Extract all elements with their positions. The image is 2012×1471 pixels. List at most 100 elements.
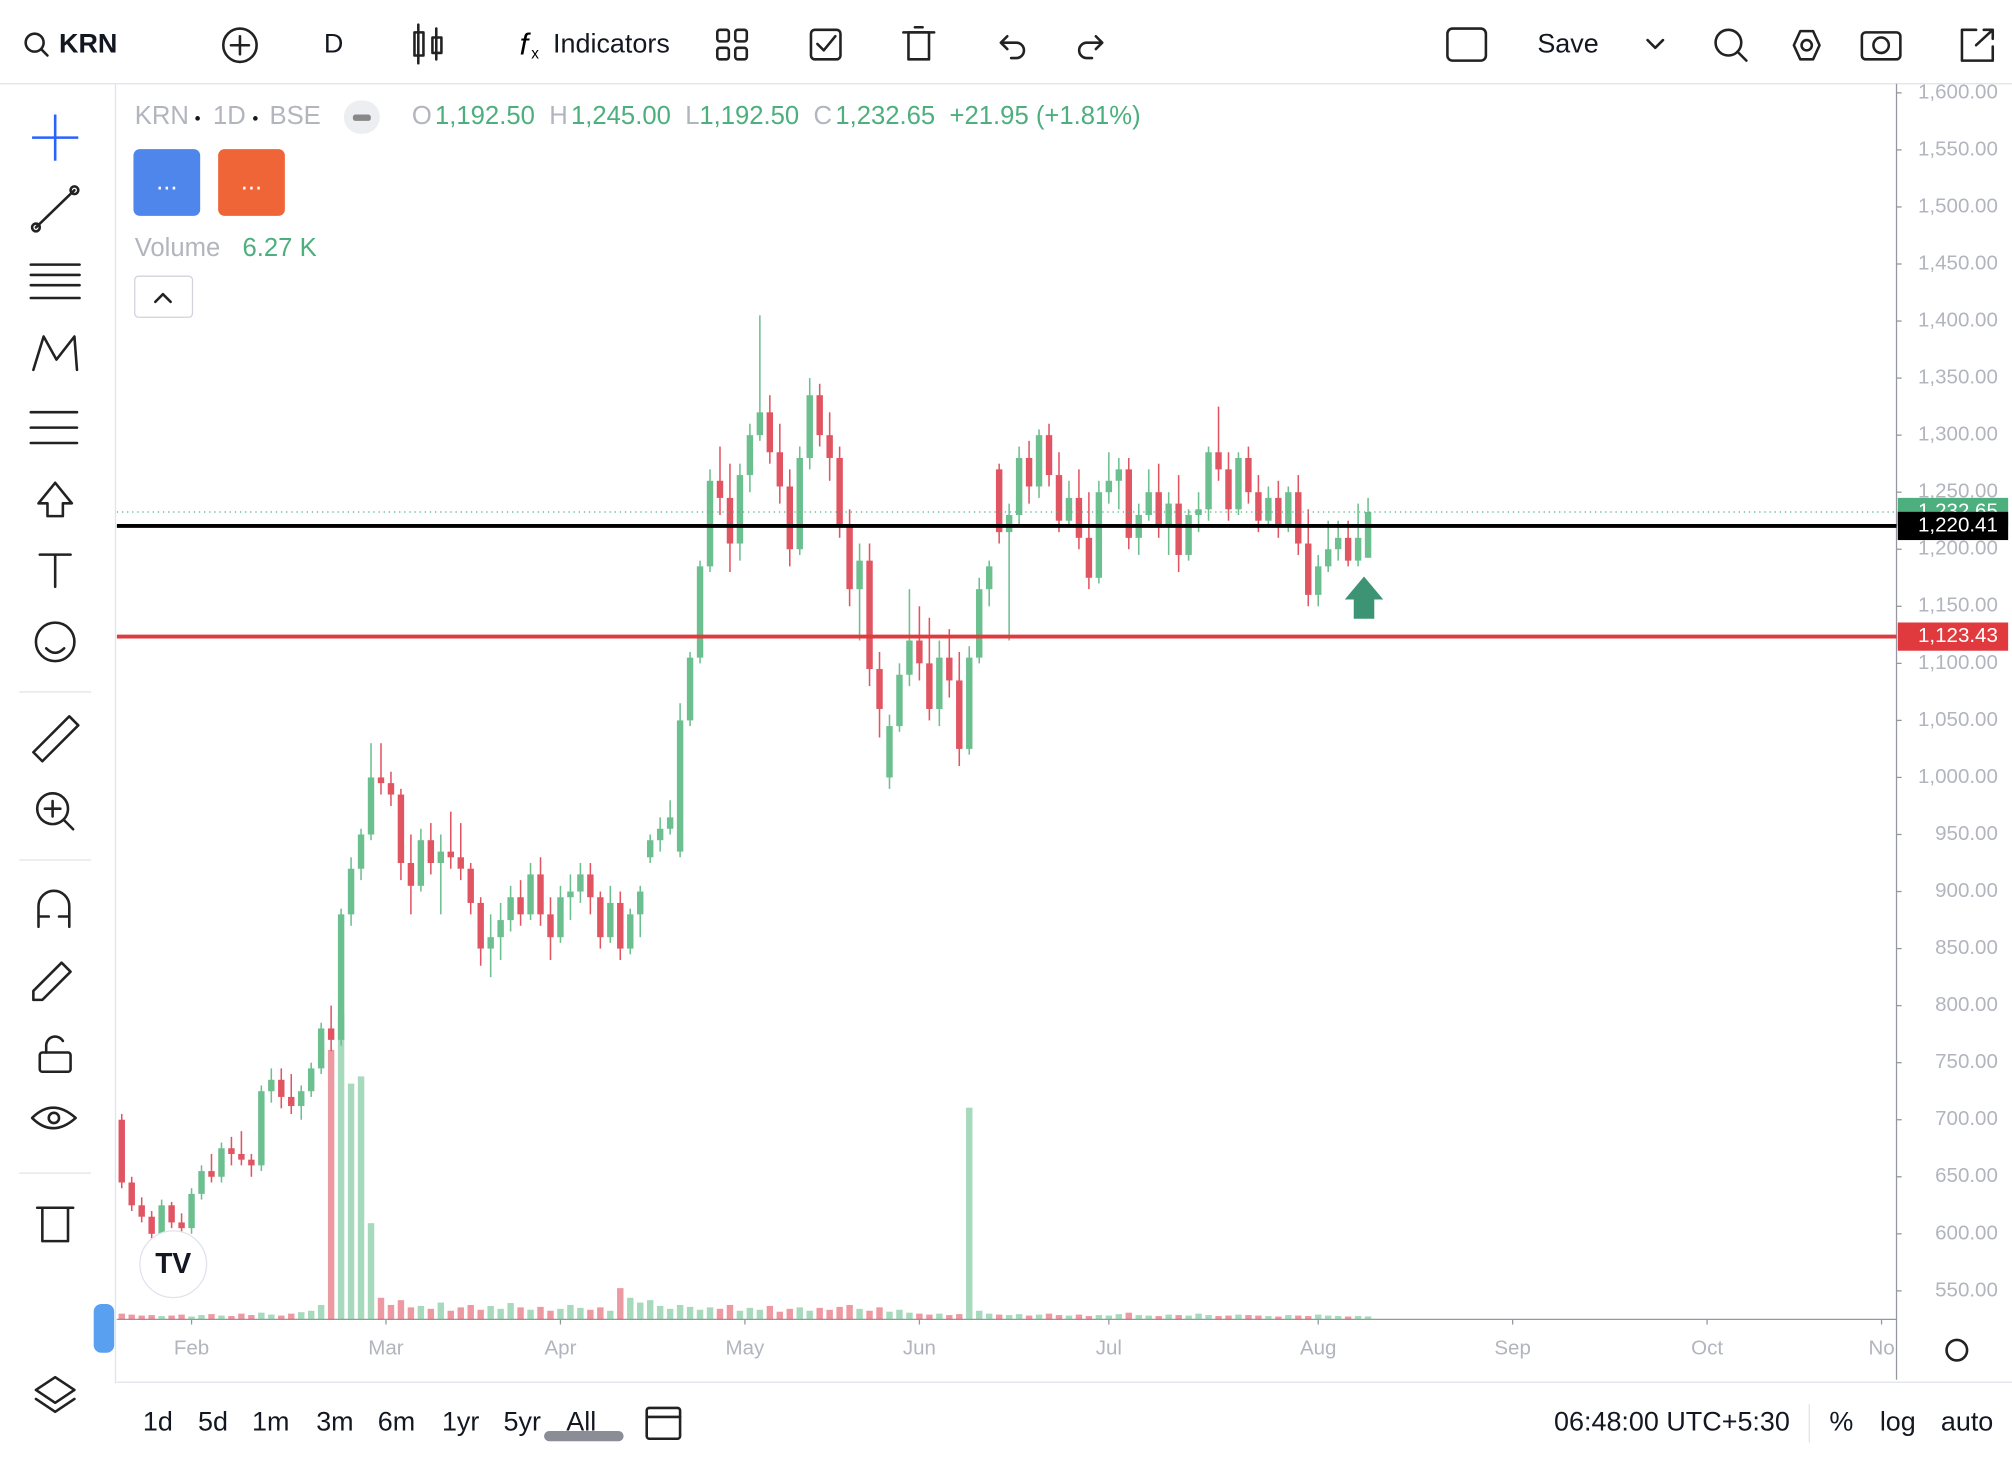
range-button[interactable]: 3m — [316, 1406, 353, 1436]
candle-body — [607, 902, 614, 938]
y-tick-label: 700.00 — [1935, 1107, 1998, 1130]
range-button[interactable]: 5yr — [504, 1406, 541, 1436]
volume-bar — [1285, 1315, 1292, 1320]
change: +21.95 (+1.81%) — [950, 102, 1141, 130]
price-badge — [1897, 622, 2009, 651]
quick-search[interactable] — [1714, 28, 1743, 57]
volume-bar — [1085, 1316, 1093, 1320]
pattern-tool[interactable] — [32, 335, 79, 372]
x-tick-label: Feb — [174, 1336, 209, 1359]
auto-toggle[interactable]: auto — [1941, 1406, 1993, 1436]
candle-body — [766, 412, 774, 453]
indicator-button[interactable] — [218, 149, 285, 216]
candle-body — [1115, 469, 1123, 481]
volume-bar — [557, 1308, 564, 1320]
indicator-button[interactable] — [133, 149, 201, 216]
indicator-button-label[interactable]: ... — [241, 167, 262, 195]
scrollbar[interactable] — [544, 1431, 624, 1442]
ruler-tool[interactable] — [32, 715, 80, 763]
candle-body — [417, 840, 425, 886]
settings[interactable] — [1792, 29, 1821, 61]
candle-body — [736, 475, 744, 544]
fx-sub: x — [531, 45, 539, 62]
legend-interval: 1D — [213, 102, 246, 130]
volume-bar — [1275, 1316, 1282, 1320]
ohlc-key: H — [549, 102, 568, 130]
x-tick-label: Mar — [368, 1336, 403, 1359]
search-icon[interactable] — [24, 32, 45, 53]
arrow-tool[interactable] — [37, 481, 74, 518]
chart-type-icon[interactable] — [413, 23, 443, 65]
range-button[interactable]: 1m — [252, 1406, 289, 1436]
volume-bar — [1175, 1315, 1182, 1320]
candle-body — [1245, 457, 1252, 493]
volume-bar — [158, 1316, 165, 1320]
hide-tool[interactable] — [30, 1106, 77, 1130]
indicator-button-label[interactable]: ... — [156, 167, 177, 195]
indicators-button[interactable]: Indicators — [553, 28, 670, 58]
candle-body — [976, 589, 983, 658]
save-button[interactable]: Save — [1537, 28, 1598, 58]
percent-toggle[interactable]: % — [1829, 1406, 1853, 1436]
candle-body — [1265, 497, 1272, 521]
x-tick-label: Jun — [903, 1336, 936, 1359]
volume-bar — [886, 1311, 893, 1320]
undo[interactable] — [999, 34, 1026, 60]
alert-icon[interactable] — [809, 28, 842, 61]
volume-bar — [577, 1307, 584, 1320]
volume-bar — [716, 1308, 724, 1320]
candle-body — [1235, 457, 1242, 510]
object-tree[interactable] — [34, 1375, 76, 1414]
volume-bar — [756, 1309, 764, 1320]
collapse-legend[interactable] — [134, 275, 194, 318]
snapshot[interactable] — [1860, 31, 1902, 61]
fx-icon[interactable]: f — [520, 27, 532, 62]
collapse-handle[interactable] — [93, 1304, 115, 1353]
y-tick-label: 1,150.00 — [1918, 594, 1998, 617]
goto-date[interactable] — [645, 1406, 682, 1441]
fib-tool[interactable] — [29, 263, 81, 300]
range-button[interactable]: 5d — [198, 1406, 228, 1436]
volume-bar — [966, 1107, 973, 1320]
trash-icon[interactable] — [902, 25, 936, 61]
volume-bar — [337, 1013, 345, 1320]
symbol[interactable]: KRN — [59, 28, 117, 58]
lock-tool[interactable] — [38, 1035, 72, 1074]
range-button[interactable]: 1yr — [442, 1406, 479, 1436]
redo[interactable] — [1077, 34, 1104, 60]
interval[interactable]: D — [324, 28, 343, 58]
layout-icon[interactable] — [716, 28, 749, 61]
fullscreen[interactable] — [1960, 28, 1995, 62]
range-button[interactable]: All — [566, 1406, 596, 1436]
volume-bar — [866, 1310, 873, 1320]
volume-bar — [238, 1313, 245, 1320]
candle-body — [477, 902, 484, 949]
volume-bar — [1105, 1315, 1113, 1320]
volume-bar — [547, 1310, 554, 1320]
emoji-tool[interactable] — [34, 621, 76, 663]
layout-name[interactable] — [1446, 27, 1488, 62]
volume-bar — [1245, 1315, 1252, 1320]
magnet-tool[interactable] — [37, 889, 71, 929]
remove-tool[interactable] — [35, 1206, 75, 1243]
range-button[interactable]: 1d — [143, 1406, 173, 1436]
ohlc-value: 1,192.50 — [435, 102, 535, 130]
volume-value: 6.27 K — [243, 234, 317, 262]
zoom-tool[interactable] — [35, 792, 75, 831]
save-menu[interactable] — [1646, 38, 1665, 50]
range-button[interactable]: 6m — [378, 1406, 415, 1436]
y-tick-label: 1,600.00 — [1918, 80, 1998, 103]
line-tool[interactable] — [30, 185, 80, 233]
log-toggle[interactable]: log — [1880, 1406, 1916, 1436]
forecast-tool[interactable] — [29, 410, 79, 445]
volume-bar — [1095, 1315, 1103, 1320]
draw-mode[interactable] — [32, 961, 72, 1002]
volume-bar — [607, 1310, 614, 1320]
text-tool[interactable] — [38, 553, 72, 589]
crosshair-tool[interactable] — [32, 114, 79, 161]
axis-settings[interactable] — [1945, 1338, 1969, 1362]
candle-body — [178, 1222, 185, 1229]
volume-bar — [1125, 1312, 1132, 1320]
add-symbol[interactable] — [221, 27, 258, 64]
volume-bar — [846, 1304, 853, 1320]
